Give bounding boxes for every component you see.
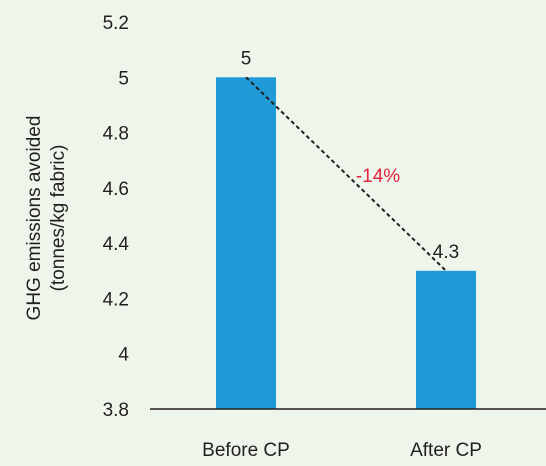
category-label: Before CP xyxy=(202,440,290,461)
bar-before-cp xyxy=(216,77,276,410)
y-axis-label-line-1: GHG emissions avoided xyxy=(24,116,45,321)
change-trend-line xyxy=(245,76,447,272)
data-label: 4.3 xyxy=(433,242,459,263)
y-tick-label: 5 xyxy=(118,68,129,89)
category-label: After CP xyxy=(410,440,482,461)
data-label: 5 xyxy=(241,48,252,69)
y-tick-label: 4.4 xyxy=(103,234,130,255)
y-tick-labels: 3.8 4 4.2 4.4 4.6 4.8 5 5.2 xyxy=(103,13,130,421)
data-labels: 54.3 xyxy=(241,48,460,263)
y-tick-label: 3.8 xyxy=(103,400,129,421)
y-axis-label-line-2: (tonnes/kg fabric) xyxy=(48,145,69,292)
category-labels: Before CP After CP xyxy=(202,440,482,461)
y-tick-label: 4.2 xyxy=(103,289,129,310)
y-tick-label: 4 xyxy=(118,345,129,366)
y-axis-label: GHG emissions avoided (tonnes/kg fabric) xyxy=(24,116,69,321)
change-annotation: -14% xyxy=(356,166,400,187)
y-tick-label: 4.8 xyxy=(103,124,129,145)
bars xyxy=(216,77,476,410)
y-tick-label: 4.6 xyxy=(103,179,129,200)
y-tick-label: 5.2 xyxy=(103,13,129,34)
bar-after-cp xyxy=(416,270,476,409)
